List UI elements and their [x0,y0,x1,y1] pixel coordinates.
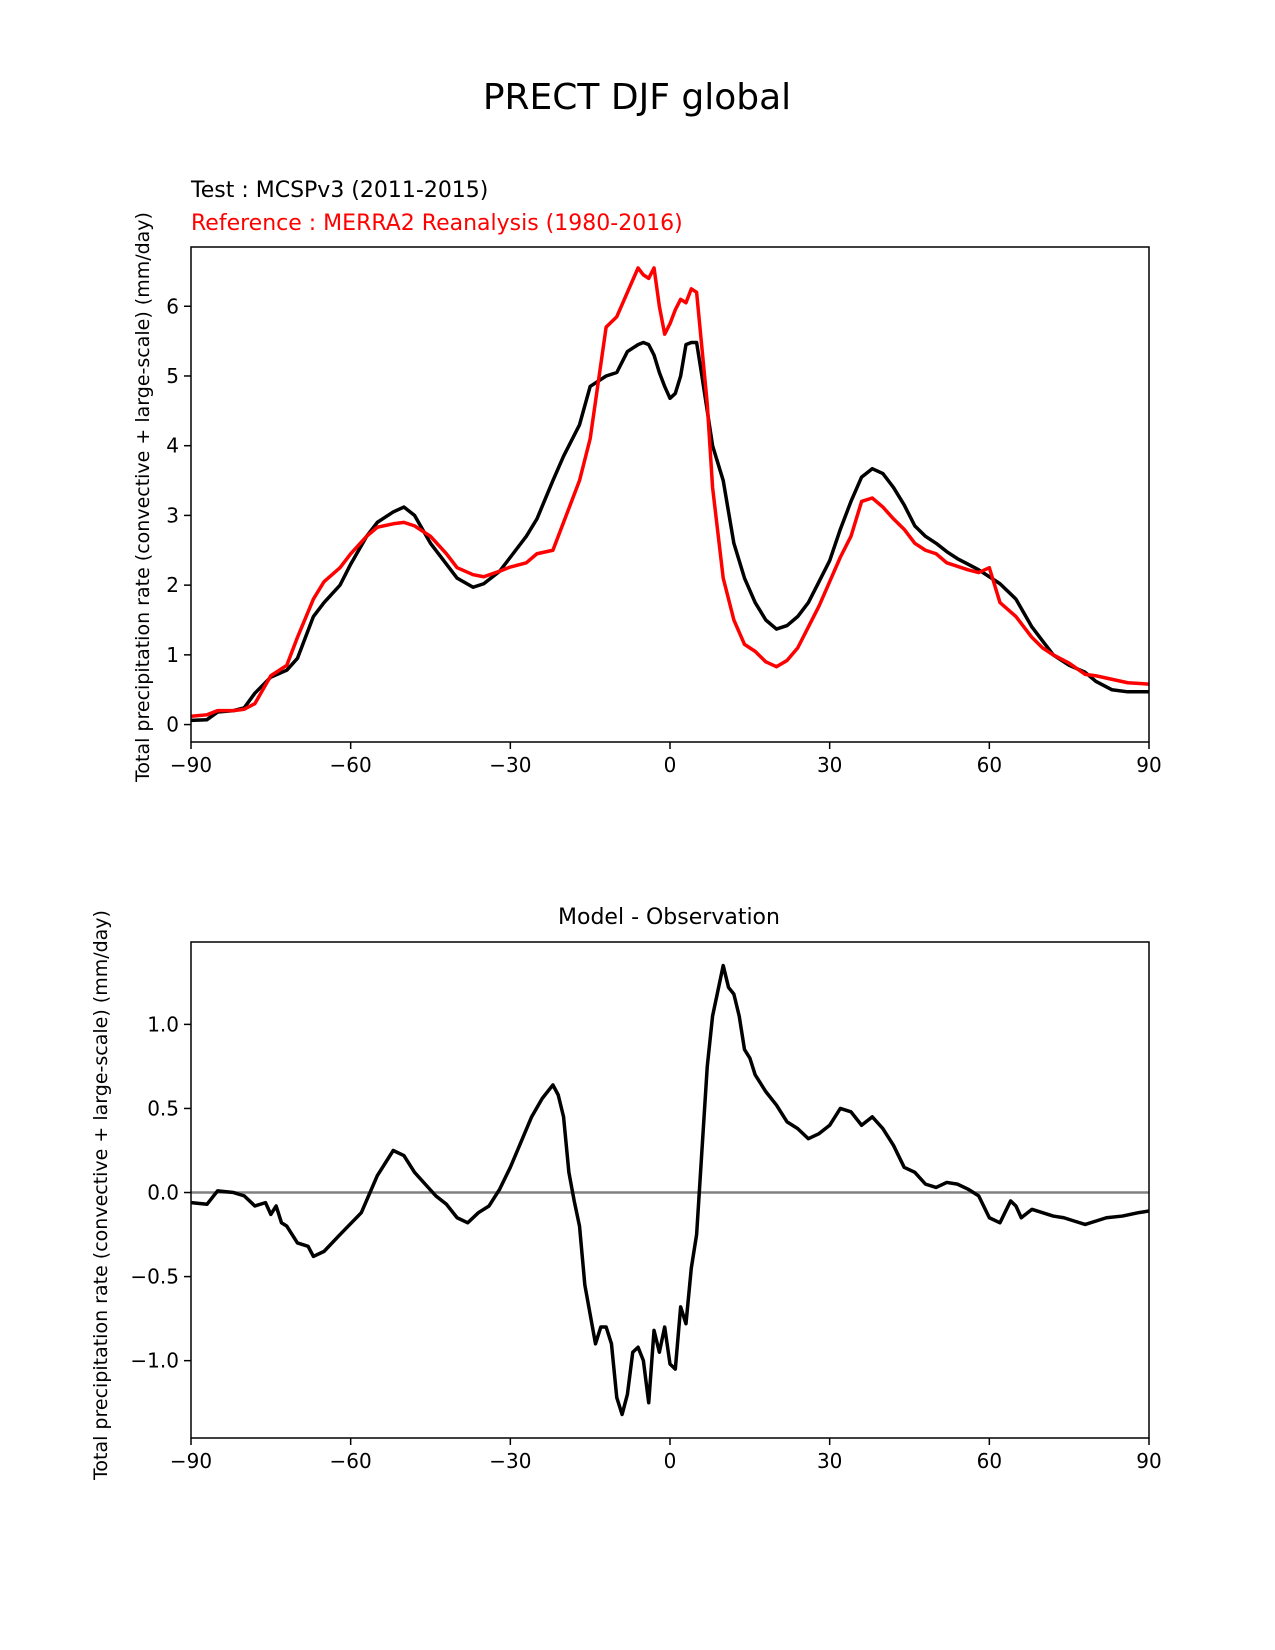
x-tick-label: 60 [977,1449,1002,1473]
reference-label: Reference : MERRA2 Reanalysis (1980-2016… [191,211,683,236]
x-tick-label: −60 [330,753,372,777]
x-tick-label: 0 [664,753,677,777]
top-y-axis-label: Total precipitation rate (convective + l… [132,212,154,783]
y-tick-label: 1 [166,643,179,667]
y-tick-label: 0.0 [147,1181,179,1205]
y-tick-label: 0.5 [147,1096,179,1120]
series-line-difference [191,963,1149,1417]
x-tick-label: 90 [1136,753,1161,777]
y-tick-label: 5 [166,364,179,388]
y-tick-label: 1.0 [147,1012,179,1036]
x-tick-label: −30 [489,1449,531,1473]
bottom-panel-title: Model - Observation [558,905,780,930]
y-tick-label: 4 [166,434,179,458]
y-tick-label: 3 [166,503,179,527]
figure-title: PRECT DJF global [483,77,791,118]
x-tick-label: −60 [330,1449,372,1473]
y-tick-label: 6 [166,294,179,318]
bottom-y-axis-label: Total precipitation rate (convective + l… [90,910,112,1481]
x-tick-label: 60 [977,753,1002,777]
y-tick-label: −1.0 [130,1349,179,1373]
bottom-panel: Model - Observation Total precipitation … [90,905,1162,1481]
x-tick-label: −90 [170,753,212,777]
top-panel: Test : MCSPv3 (2011-2015) Reference : ME… [132,178,1162,783]
x-tick-label: 30 [817,753,842,777]
x-tick-label: 0 [664,1449,677,1473]
x-tick-label: 90 [1136,1449,1161,1473]
series-line-reference [191,266,1149,718]
x-tick-label: 30 [817,1449,842,1473]
y-tick-label: 2 [166,573,179,597]
test-label: Test : MCSPv3 (2011-2015) [190,178,488,203]
y-tick-label: −0.5 [130,1265,179,1289]
x-tick-label: −30 [489,753,531,777]
x-tick-label: −90 [170,1449,212,1473]
series-line-test [191,340,1149,723]
y-tick-label: 0 [166,713,179,737]
